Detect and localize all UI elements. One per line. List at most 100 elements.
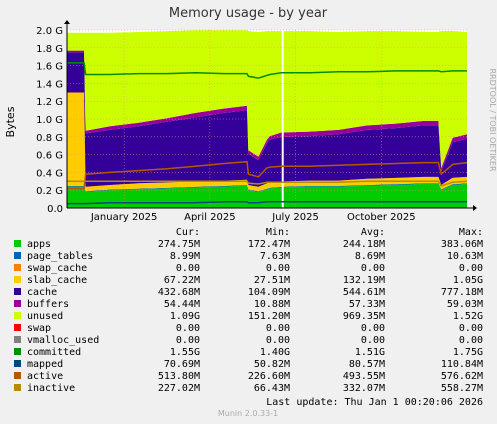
last-update: Last update: Thu Jan 1 00:20:06 2026 (266, 397, 483, 408)
legend-value-avg: 0.00 (361, 323, 385, 334)
legend-row-cache: cache 432.68M 104.09M 544.61M 777.18M (14, 287, 483, 298)
legend-value-avg: 80.57M (349, 359, 385, 370)
legend-header-max: Max: (459, 227, 483, 238)
legend-row-inactive: inactive 227.02M 66.43M 332.07M 558.27M (14, 383, 483, 394)
legend-row-mapped: mapped 70.69M 50.82M 80.57M 110.84M (14, 359, 483, 370)
legend-value-avg: 0.00 (361, 335, 385, 346)
legend-swatch (14, 336, 21, 343)
y-tick-label: 0.0 (47, 204, 63, 215)
legend-value-max: 59.03M (447, 299, 483, 310)
legend-row-page-tables: page_tables 8.99M 7.63M 8.69M 10.63M (14, 251, 483, 262)
legend-value-cur: 67.22M (164, 275, 200, 286)
legend-value-min: 50.82M (254, 359, 290, 370)
x-tick-label: October 2025 (347, 212, 416, 223)
legend-value-avg: 1.51G (355, 347, 385, 358)
legend-value-min: 66.43M (254, 383, 290, 394)
legend-swatch (14, 360, 21, 367)
legend-value-cur: 0.00 (176, 263, 200, 274)
legend-value-cur: 70.69M (164, 359, 200, 370)
y-tick-label: 2.0 G (36, 26, 63, 37)
legend-value-cur: 274.75M (158, 239, 200, 250)
legend-value-min: 0.00 (266, 263, 290, 274)
y-tick-label: 0.8 G (36, 133, 63, 144)
legend-row-committed: committed 1.55G 1.40G 1.51G 1.75G (14, 347, 483, 358)
legend-label: active (27, 371, 63, 382)
line-series (67, 62, 468, 205)
legend-header-min: Min: (266, 227, 290, 238)
legend-row-active: active 513.80M 226.60M 493.55M 576.62M (14, 371, 483, 382)
legend-row-slab-cache: slab_cache 67.22M 27.51M 132.19M 1.05G (14, 275, 483, 286)
legend-value-max: 1.75G (453, 347, 483, 358)
legend-value-min: 151.20M (248, 311, 290, 322)
legend-label: apps (27, 239, 51, 250)
legend-swatch (14, 384, 21, 391)
y-tick-label: 1.4 G (36, 79, 63, 90)
legend-value-min: 7.63M (260, 251, 290, 262)
line-committed (67, 62, 467, 79)
y-tick-label: 1.2 G (36, 97, 63, 108)
legend-value-avg: 244.18M (343, 239, 385, 250)
line-mapped (67, 201, 467, 205)
legend-value-min: 27.51M (254, 275, 290, 286)
legend-value-avg: 57.33M (349, 299, 385, 310)
legend-row-apps: apps 274.75M 172.47M 244.18M 383.06M (14, 239, 483, 250)
legend-value-max: 576.62M (441, 371, 483, 382)
legend-value-cur: 432.68M (158, 287, 200, 298)
area-cache (67, 52, 467, 187)
legend-label: cache (27, 287, 57, 298)
legend-value-cur: 513.80M (158, 371, 200, 382)
legend-value-cur: 54.44M (164, 299, 200, 310)
legend-value-min: 226.60M (248, 371, 290, 382)
legend-value-max: 383.06M (441, 239, 483, 250)
legend-swatch (14, 240, 21, 247)
legend-table: Cur: Min: Avg: Max: apps 274.75M 172.47M 244.18… (14, 227, 483, 394)
legend-label: swap_cache (27, 263, 87, 274)
legend-value-max: 558.27M (441, 383, 483, 394)
x-tick-label: January 2025 (90, 212, 158, 223)
legend-label: buffers (27, 299, 69, 310)
legend-value-cur: 1.55G (170, 347, 200, 358)
area-unused (67, 30, 467, 169)
munin-version: Munin 2.0.33-1 (218, 409, 278, 418)
legend-label: mapped (27, 359, 63, 370)
y-tick-label: 0.4 G (36, 168, 63, 179)
legend-row-unused: unused 1.09G 151.20M 969.35M 1.52G (14, 311, 483, 322)
legend-value-max: 0.00 (459, 335, 483, 346)
legend-swatch (14, 300, 21, 307)
y-axis-label: Bytes (4, 106, 17, 137)
legend-value-cur: 0.00 (176, 323, 200, 334)
legend-value-avg: 493.55M (343, 371, 385, 382)
area-page-tables (67, 183, 467, 192)
legend-swatch (14, 276, 21, 283)
legend-value-max: 1.52G (453, 311, 483, 322)
y-tick-labels: 0.0 0.2 G 0.4 G 0.6 G 0.8 G 1.0 G 1.2 G 1.4 G 1.… (36, 26, 63, 215)
y-tick-label: 1.0 G (36, 115, 63, 126)
legend-value-min: 104.09M (248, 287, 290, 298)
legend-value-avg: 544.61M (343, 287, 385, 298)
legend-value-cur: 227.02M (158, 383, 200, 394)
legend-value-min: 172.47M (248, 239, 290, 250)
legend-label: swap (27, 323, 51, 334)
axes (64, 20, 477, 211)
legend-label: vmalloc_used (27, 335, 99, 346)
chart-title: Memory usage - by year (169, 6, 328, 21)
legend-swatch (14, 312, 21, 319)
y-tick-label: 1.6 G (36, 62, 63, 73)
legend-row-swap-cache: swap_cache 0.00 0.00 0.00 0.00 (14, 263, 483, 274)
legend-value-max: 0.00 (459, 323, 483, 334)
legend-swatch (14, 252, 21, 259)
y-tick-label: 0.6 G (36, 151, 63, 162)
legend-header-cur: Cur: (176, 227, 200, 238)
y-axis-arrow (64, 20, 70, 24)
legend-row-buffers: buffers 54.44M 10.88M 57.33M 59.03M (14, 299, 483, 310)
legend-swatch (14, 372, 21, 379)
line-inactive (67, 180, 468, 187)
x-tick-labels: January 2025 April 2025 July 2025 October 2… (90, 212, 416, 223)
legend-value-min: 0.00 (266, 323, 290, 334)
legend-value-cur: 0.00 (176, 335, 200, 346)
x-axis-arrow (473, 205, 477, 211)
legend-row-swap: swap 0.00 0.00 0.00 0.00 (14, 323, 483, 334)
legend-value-max: 10.63M (447, 251, 483, 262)
legend-swatch (14, 288, 21, 295)
